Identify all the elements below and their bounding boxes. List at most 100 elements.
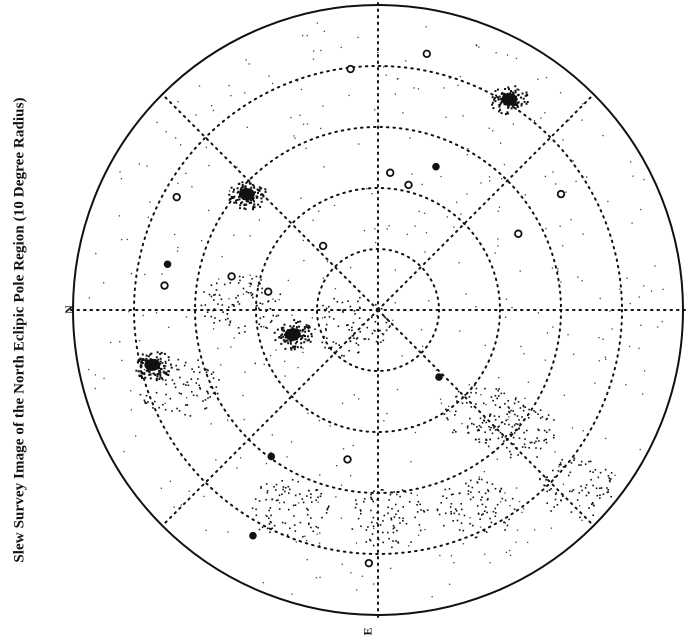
bright-source-pixel [240, 202, 242, 205]
speckle [302, 535, 304, 538]
bright-source-pixel [493, 98, 496, 101]
speckle [238, 332, 241, 334]
speckle [569, 471, 572, 474]
bright-source-pixel [512, 93, 515, 95]
speckle [345, 341, 348, 343]
speckle [499, 490, 501, 492]
speckle [497, 437, 500, 440]
noise-dot [306, 34, 308, 37]
noise-dot [320, 127, 322, 130]
bright-source-pixel [260, 197, 263, 200]
bright-source-pixel [300, 346, 303, 349]
noise-dot [373, 527, 375, 530]
speckle [335, 342, 337, 345]
speckle [460, 522, 463, 524]
noise-dot [284, 375, 286, 377]
noise-dot [492, 130, 494, 132]
speckle [523, 443, 526, 446]
speckle [449, 506, 452, 508]
noise-dot [388, 225, 390, 227]
bright-source-pixel [517, 94, 520, 97]
noise-dot [394, 93, 397, 95]
noise-dot [318, 542, 321, 544]
speckle [355, 503, 358, 505]
speckle [557, 470, 560, 472]
speckle [261, 526, 264, 528]
noise-dot [228, 84, 230, 87]
speckle [476, 426, 478, 428]
speckle [485, 438, 487, 441]
bright-source-pixel [504, 88, 507, 90]
diffuse-emission [88, 22, 664, 598]
speckle [389, 325, 391, 327]
speckle [348, 349, 350, 352]
speckle [479, 518, 481, 520]
bright-source-pixel [306, 339, 309, 342]
noise-dot [480, 394, 482, 396]
speckle [489, 413, 492, 415]
speckle [393, 526, 396, 529]
noise-dot [103, 377, 105, 380]
speckle [450, 511, 452, 513]
bright-source-pixel [249, 182, 252, 185]
speckle [164, 365, 167, 367]
speckle [530, 441, 533, 444]
filled-dot-source [435, 373, 443, 381]
speckle [205, 371, 208, 374]
speckle [396, 493, 398, 496]
noise-dot [302, 239, 304, 242]
bright-source-pixel [304, 335, 306, 337]
speckle [265, 310, 267, 312]
bright-source-pixel [507, 86, 510, 89]
noise-dot [557, 270, 559, 272]
speckle [324, 316, 326, 319]
speckle [339, 309, 341, 311]
speckle [447, 418, 449, 421]
bright-source-pixel [252, 208, 254, 211]
noise-dot [263, 326, 265, 328]
speckle [267, 300, 270, 302]
speckle [476, 481, 479, 483]
speckle [410, 492, 413, 494]
bright-source-pixel [507, 106, 510, 109]
speckle [337, 325, 340, 328]
noise-dot [518, 89, 520, 91]
bright-source-pixel [273, 331, 276, 334]
noise-dot [484, 344, 486, 346]
bright-source-pixel [516, 104, 519, 107]
noise-dot [544, 112, 546, 114]
noise-dot [177, 246, 179, 249]
speckle [547, 414, 550, 416]
speckle [310, 496, 312, 499]
speckle [256, 304, 258, 307]
bright-source-pixel [495, 94, 498, 97]
noise-dot [198, 85, 201, 87]
speckle [315, 489, 317, 491]
speckle [475, 536, 478, 538]
speckle [461, 508, 463, 511]
speckle [273, 524, 276, 527]
speckle [478, 438, 480, 441]
noise-dot [573, 353, 575, 355]
speckle [480, 499, 482, 501]
noise-dot [317, 501, 319, 503]
speckle [258, 528, 261, 531]
noise-dot [500, 142, 502, 144]
east-label: E [360, 627, 375, 636]
speckle [608, 477, 610, 479]
speckle [154, 400, 156, 403]
speckle [358, 317, 361, 319]
speckle [499, 431, 502, 434]
noise-dot [495, 52, 497, 54]
noise-dot [424, 251, 426, 253]
noise-dot [598, 360, 600, 362]
bright-source-pixel [136, 360, 139, 363]
bright-source-pixel [236, 198, 239, 201]
speckle [471, 422, 473, 425]
bright-source [228, 179, 267, 211]
speckle [494, 515, 497, 518]
noise-dot [340, 517, 343, 519]
noise-dot [271, 434, 273, 436]
speckle [470, 491, 472, 493]
noise-dot [185, 172, 187, 175]
